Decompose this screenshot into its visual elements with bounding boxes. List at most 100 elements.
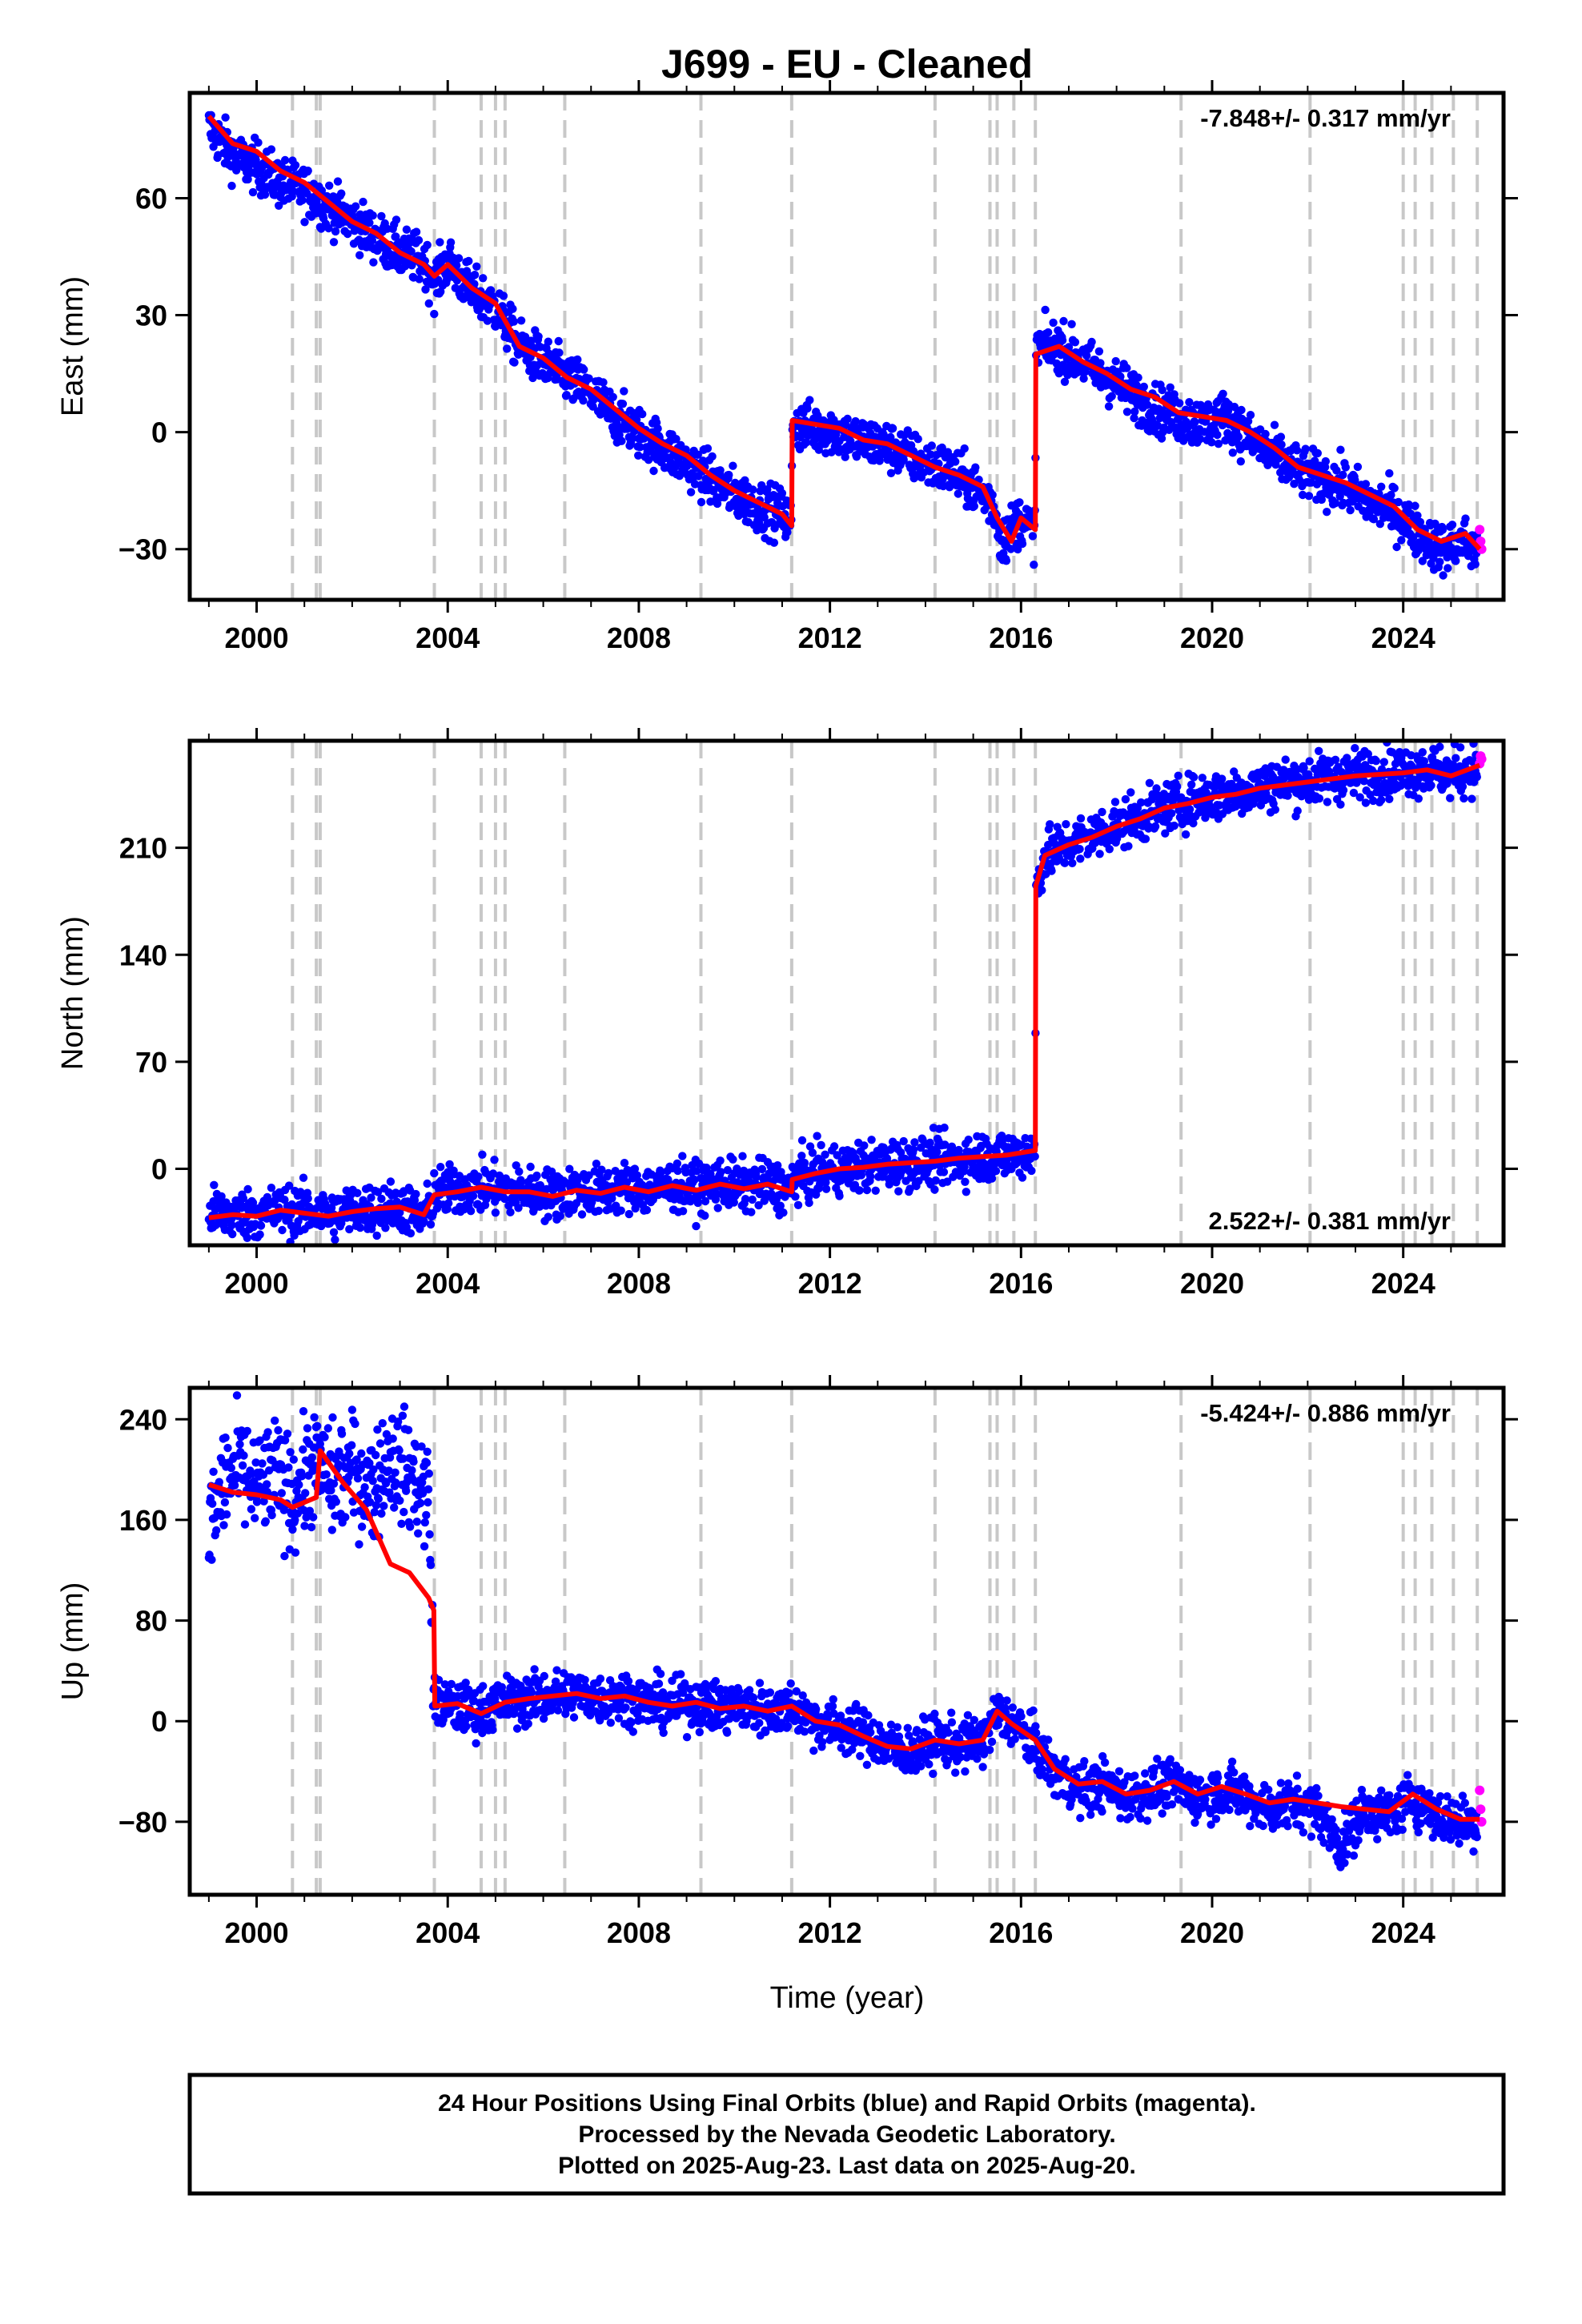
- up-final-point-139: [284, 1463, 293, 1472]
- east-final-point-624: [562, 391, 571, 400]
- east-final-point-1170: [875, 456, 884, 465]
- north-final-point-541: [515, 1167, 524, 1176]
- up-final-point-167: [300, 1522, 309, 1530]
- up-final-point-102: [263, 1487, 272, 1497]
- up-final-point-151: [291, 1548, 300, 1557]
- up-final-point-84: [252, 1498, 262, 1506]
- east-xtick-label-4: 2016: [989, 621, 1053, 654]
- up-final-point-296: [374, 1494, 383, 1503]
- up-final-point-162: [297, 1472, 307, 1481]
- east-final-point-2153: [1439, 571, 1447, 580]
- east-final-point-287: [369, 258, 378, 267]
- east-final-point-367: [415, 275, 424, 283]
- north-final-point-826: [678, 1152, 687, 1160]
- east-final-point-109: [267, 145, 276, 154]
- up-final-point-170: [302, 1513, 311, 1522]
- north-final-point-1187: [885, 1180, 894, 1189]
- east-final-point-887: [713, 499, 722, 509]
- up-final-point-272: [360, 1483, 369, 1492]
- east-final-point-1948: [1321, 456, 1331, 466]
- up-final-point-61: [239, 1451, 248, 1460]
- up-final-point-309: [381, 1479, 391, 1488]
- up-final-point-54: [235, 1440, 244, 1449]
- east-final-point-2072: [1392, 542, 1401, 552]
- north-final-point-1319: [961, 1177, 970, 1187]
- north-final-point-946: [747, 1208, 756, 1216]
- east-final-point-2161: [1443, 564, 1452, 573]
- north-final-point-1308: [954, 1145, 963, 1155]
- north-final-point-992: [773, 1161, 782, 1170]
- north-final-point-1229: [909, 1145, 918, 1154]
- east-final-point-1540: [1087, 337, 1096, 347]
- east-final-point-393: [430, 309, 439, 319]
- north-final-point-418: [444, 1199, 453, 1208]
- north-final-point-1608: [1126, 788, 1135, 797]
- north-final-point-914: [729, 1155, 737, 1164]
- north-final-point-651: [577, 1210, 587, 1219]
- up-plot-area: [204, 1388, 1487, 1895]
- east-final-point-362: [412, 227, 421, 236]
- north-final-point-220: [331, 1235, 339, 1244]
- east-final-point-1511: [1070, 338, 1080, 347]
- north-final-point-572: [532, 1171, 541, 1180]
- up-final-point-205: [322, 1470, 331, 1479]
- north-final-point-132: [280, 1196, 289, 1204]
- east-final-point-1237: [913, 435, 922, 444]
- north-final-point-420: [445, 1160, 454, 1169]
- north-ytick-label-0: 0: [151, 1153, 167, 1186]
- east-final-point-1871: [1277, 440, 1286, 449]
- north-final-point-1599: [1121, 794, 1130, 804]
- north-final-point-1581: [1110, 798, 1120, 806]
- east-final-point-892: [716, 466, 725, 475]
- east-final-point-403: [436, 238, 444, 247]
- east-final-point-29: [221, 113, 230, 122]
- north-final-point-1711: [1185, 805, 1195, 814]
- up-final-point-249: [347, 1441, 356, 1449]
- north-final-point-1604: [1124, 842, 1133, 850]
- north-final-point-91: [256, 1221, 266, 1230]
- east-final-point-1967: [1332, 466, 1341, 475]
- north-final-point-1282: [939, 1168, 949, 1176]
- up-final-point-67: [243, 1426, 251, 1436]
- east-final-point-478: [479, 274, 488, 283]
- north-final-point-140: [284, 1181, 294, 1190]
- up-final-point-238: [341, 1513, 350, 1522]
- north-final-point-461: [468, 1192, 478, 1200]
- north-final-point-1068: [817, 1140, 825, 1150]
- east-final-point-653: [579, 396, 588, 405]
- east-final-point-1464: [1044, 328, 1053, 337]
- up-final-point-301: [377, 1509, 386, 1518]
- north-final-point-1467: [1046, 820, 1054, 829]
- east-final-point-663: [584, 374, 593, 383]
- east-final-point-530: [508, 304, 517, 313]
- east-final-point-269: [359, 197, 367, 207]
- east-final-point-1817: [1246, 411, 1255, 420]
- east-final-point-2032: [1369, 515, 1379, 524]
- east-final-point-167: [300, 218, 309, 227]
- east-final-point-1575: [1107, 392, 1116, 400]
- east-final-point-1677: [1166, 383, 1174, 392]
- east-final-point-749: [634, 451, 643, 460]
- east-final-point-756: [638, 409, 647, 419]
- east-final-point-1870: [1276, 432, 1286, 441]
- up-final-point-202: [320, 1433, 329, 1441]
- east-final-point-592: [544, 337, 552, 346]
- east-final-point-1983: [1341, 463, 1351, 472]
- north-final-point-2050: [1379, 758, 1389, 766]
- up-final-point-150: [291, 1515, 299, 1525]
- east-final-point-2053: [1381, 505, 1391, 513]
- north-final-point-393: [430, 1168, 439, 1178]
- north-final-point-1283: [940, 1124, 949, 1132]
- north-final-point-317: [386, 1177, 396, 1186]
- north-rate-label: 2.522+/- 0.381 mm/yr: [1209, 1207, 1451, 1235]
- east-final-point-1800: [1236, 457, 1246, 466]
- north-final-point-109: [267, 1184, 276, 1192]
- east-final-point-1399: [1006, 545, 1015, 553]
- east-final-point-381: [423, 240, 432, 250]
- east-final-point-2075: [1394, 497, 1403, 507]
- east-final-point-1582: [1111, 356, 1120, 366]
- east-final-point-1749: [1207, 438, 1216, 447]
- north-final-point-1651: [1150, 822, 1160, 831]
- north-final-point-361: [412, 1189, 420, 1199]
- up-final-point-45: [230, 1481, 239, 1490]
